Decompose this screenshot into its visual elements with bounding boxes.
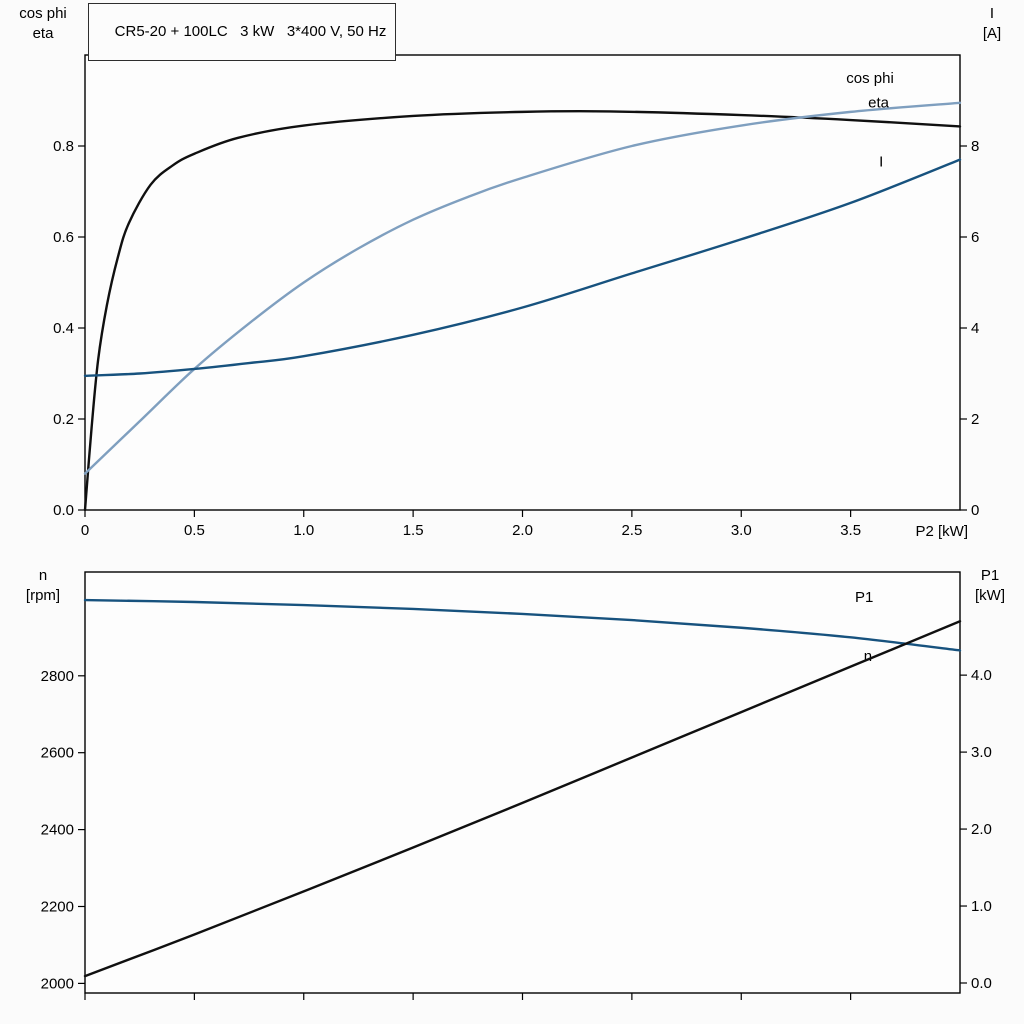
curve-label-I: I [879, 153, 883, 170]
plot-frame [84, 571, 961, 994]
y-left-tick-label: 0.6 [53, 229, 74, 246]
tick-marks [78, 145, 967, 517]
x-tick-label: 1.0 [293, 522, 314, 539]
y-left-tick-label: 2000 [41, 975, 74, 992]
y-left-tick-label: 0.0 [53, 502, 74, 519]
chart-0: 0 0.5 1.0 1.5 2.0 2.5 3.0 3.5 0.0 0.2 0.4 0.6 0.8 0 2 4… [53, 54, 979, 539]
axis-label-speed: n [38, 567, 48, 584]
bottom-left-axis-label: n [rpm] [8, 566, 78, 606]
curve-label-cos-phi: cos phi [846, 70, 894, 87]
top-left-axis-label: cos phi eta [4, 4, 82, 44]
x-tick-label: 3.5 [840, 522, 861, 539]
chart-title-box: CR5-20 + 100LC 3 kW 3*400 V, 50 Hz [88, 3, 397, 61]
curve-I [83, 158, 962, 377]
y-right-tick-label: 1.0 [971, 898, 992, 915]
y-right-tick-label: 8 [971, 138, 979, 155]
curve-label-P1: P1 [855, 589, 873, 606]
axis-label-cosphi: cos phi [19, 5, 67, 22]
axis-label-p1-unit: [kW] [975, 587, 1005, 604]
x-tick-label: 2.0 [512, 522, 533, 539]
y-right-tick-label: 0.0 [971, 975, 992, 992]
y-left-tick-label: 2800 [41, 668, 74, 685]
y-right-tick-label: 4.0 [971, 667, 992, 684]
y-right-tick-label: 3.0 [971, 744, 992, 761]
y-left-tick-label: 2600 [41, 745, 74, 762]
y-left-tick-label: 0.2 [53, 411, 74, 428]
x-tick-label: 0.5 [184, 522, 205, 539]
axis-label-current-unit: [A] [982, 25, 1002, 42]
y-right-tick-label: 6 [971, 229, 979, 246]
y-left-tick-label: 2400 [41, 822, 74, 839]
y-right-tick-label: 4 [971, 320, 979, 337]
axis-label-p2: P2 [kW] [915, 523, 968, 540]
axis-label-speed-unit: [rpm] [25, 587, 61, 604]
x-tick-label: 0 [81, 522, 89, 539]
y-right-tick-label: 2.0 [971, 821, 992, 838]
y-right-tick-label: 0 [971, 502, 979, 519]
y-right-tick-label: 2 [971, 411, 979, 428]
chart-1: 2000 2200 2400 2600 2800 0.0 1.0 2.0 3.0 4.0 n P1 [41, 571, 992, 1000]
y-left-tick-label: 2200 [41, 898, 74, 915]
tick-marks [78, 674, 967, 1000]
y-left-tick-label: 0.4 [53, 320, 74, 337]
chart-title: CR5-20 + 100LC 3 kW 3*400 V, 50 Hz [114, 23, 387, 40]
axis-label-current: I [989, 5, 995, 22]
curve-n [83, 598, 962, 652]
x-tick-label: 2.5 [621, 522, 642, 539]
top-right-axis-label: I [A] [966, 4, 1018, 44]
axis-label-p1: P1 [980, 567, 1000, 584]
x-tick-label: 3.0 [731, 522, 752, 539]
bottom-right-axis-label: P1 [kW] [962, 566, 1018, 606]
y-left-tick-label: 0.8 [53, 138, 74, 155]
curve-eta [83, 109, 962, 512]
x-axis-title: P2 [kW] [868, 523, 968, 540]
axis-label-eta: eta [32, 25, 54, 42]
x-tick-label: 1.5 [403, 522, 424, 539]
curve-label-eta: eta [868, 94, 890, 111]
plot-frame [84, 54, 961, 511]
curve-label-n: n [864, 648, 872, 665]
curve-P1 [83, 620, 962, 978]
